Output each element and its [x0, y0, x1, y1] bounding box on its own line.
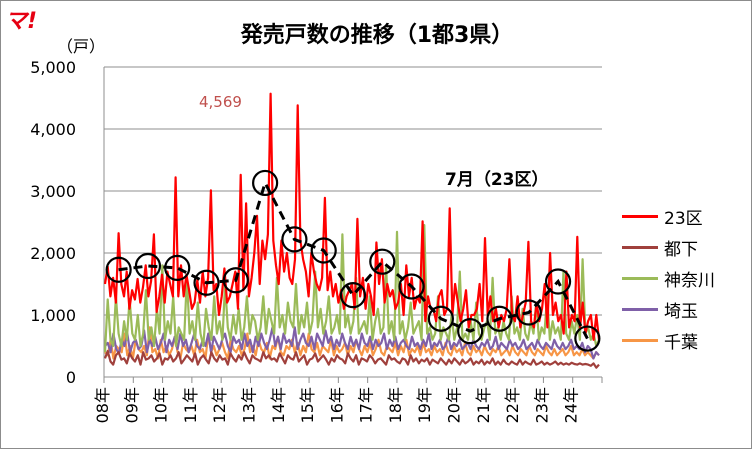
legend-label-kanagawa: 神奈川 [664, 271, 715, 291]
y-axis-unit: （戸） [57, 37, 106, 56]
legend-item-saitama: 埼玉 [622, 294, 715, 325]
series-line-0 [103, 92, 601, 341]
chart-title: 発売戸数の推移（1都3県） [240, 23, 514, 48]
legend-item-kanagawa: 神奈川 [622, 263, 715, 294]
x-tick-label: 13年 [239, 387, 258, 423]
x-tick-label: 19年 [415, 387, 434, 423]
july-23ku-marker [457, 318, 484, 345]
y-tick-label: 5,000 [30, 58, 76, 77]
peak-value-label: 4,569 [199, 93, 242, 111]
x-tick-label: 12年 [210, 387, 229, 423]
july-23ku-marker [222, 267, 249, 294]
legend: 23区 都下 神奈川 埼玉 千葉 [622, 201, 715, 356]
july-23ku-marker [398, 273, 425, 300]
x-tick-label: 10年 [152, 387, 171, 423]
x-tick-label: 15年 [298, 387, 317, 423]
july-23ku-marker [369, 248, 396, 275]
legend-label-23ku: 23区 [664, 209, 703, 229]
x-tick-label: 14年 [269, 387, 288, 423]
legend-swatch-toka [622, 246, 658, 249]
july-23ku-marker [544, 268, 572, 295]
july-23ku-marker [105, 256, 132, 283]
series-line-3 [104, 326, 600, 360]
july-23ku-marker [515, 299, 542, 326]
legend-swatch-saitama [622, 308, 658, 311]
x-tick-label: 16年 [327, 387, 346, 423]
x-tick-label: 24年 [562, 387, 581, 423]
x-tick-label: 18年 [386, 387, 405, 423]
y-tick-label: 1,000 [30, 306, 76, 325]
july-23ku-marker [574, 325, 601, 352]
x-tick-label: 11年 [181, 387, 200, 423]
y-tick-label: 4,000 [30, 120, 76, 139]
x-tick-label: 09年 [122, 387, 141, 423]
series-line-2 [103, 224, 601, 353]
brand-logo: マ! [5, 9, 38, 34]
july-23ku-marker [486, 305, 513, 332]
legend-label-chiba: 千葉 [664, 333, 698, 353]
series-line-1 [103, 349, 600, 369]
x-tick-label: 21年 [474, 387, 493, 423]
x-tick-label: 22年 [503, 387, 522, 423]
july-23ku-marker [310, 237, 337, 264]
july-23ku-marker [427, 305, 454, 332]
legend-item-23ku: 23区 [622, 201, 715, 232]
legend-swatch-kanagawa [622, 277, 658, 280]
july-23ku-marker [164, 254, 191, 281]
july-23ku-marker [339, 282, 367, 309]
legend-label-toka: 都下 [664, 240, 698, 260]
july-23ku-marker [134, 252, 162, 280]
july-23ku-marker [193, 269, 220, 296]
x-tick-label: 08年 [93, 387, 112, 423]
legend-swatch-chiba [622, 339, 658, 342]
legend-item-toka: 都下 [622, 232, 715, 263]
y-tick-label: 2,000 [30, 244, 76, 263]
july-23ku-marker [281, 226, 308, 253]
marker-series-annotation: 7月（23区） [445, 170, 549, 190]
legend-label-saitama: 埼玉 [664, 302, 698, 322]
y-tick-label: 0 [66, 368, 76, 387]
x-tick-label: 20年 [445, 387, 464, 423]
x-tick-label: 17年 [357, 387, 376, 423]
july-23ku-marker [252, 169, 279, 197]
legend-swatch-23ku [622, 215, 658, 218]
x-tick-label: 23年 [532, 387, 551, 423]
legend-item-chiba: 千葉 [622, 325, 715, 356]
y-tick-label: 3,000 [30, 182, 76, 201]
